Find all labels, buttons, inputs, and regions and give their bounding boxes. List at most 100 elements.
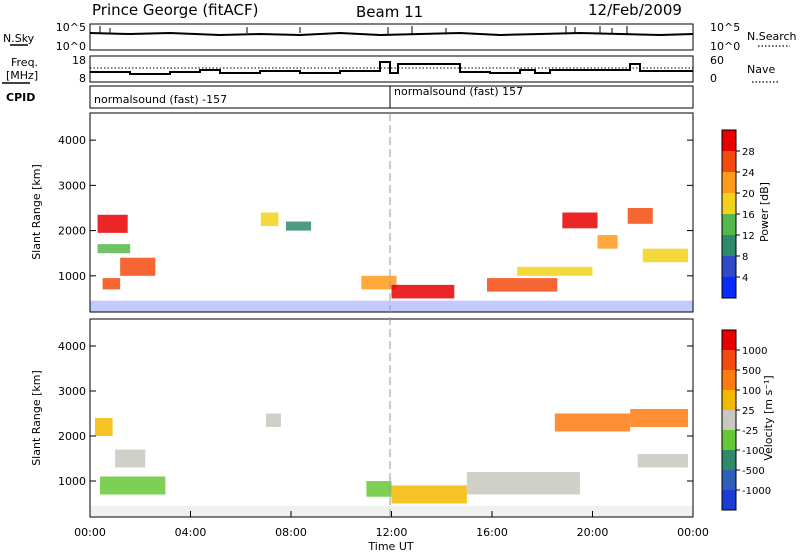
x-tick-label: 12:00 — [376, 526, 408, 539]
colorbar-tick-label: 4 — [742, 273, 748, 284]
near-range-band — [90, 300, 693, 312]
echo-region — [361, 275, 397, 290]
noise-left-tick-top: 10^5 — [56, 21, 86, 34]
time-axis: 00:00 04:00 08:00 12:00 16:00 20:00 00:00 — [74, 511, 709, 539]
y-tick-label: 1000 — [58, 270, 86, 283]
echo-region — [597, 235, 618, 249]
noise-panel-frame — [89, 23, 694, 51]
velocity-colorbar: 1000 500 100 25 -25 -100 -500 -1000 — [721, 329, 771, 511]
freq-left-tick-top: 18 — [72, 54, 86, 67]
colorbar-segment — [722, 151, 736, 172]
station-title: Prince George (fitACF) — [92, 1, 258, 19]
power-colorbar-label: Power [dB] — [758, 182, 771, 242]
echo-region — [366, 481, 392, 497]
echo-region — [115, 449, 146, 468]
colorbar-tick-label: 8 — [742, 252, 748, 263]
x-tick-label: 04:00 — [175, 526, 207, 539]
colorbar-tick-label: -100 — [742, 446, 765, 457]
power-panel-frame — [89, 112, 694, 313]
echo-region — [285, 221, 312, 231]
beam-title: Beam 11 — [356, 3, 423, 21]
echo-region — [627, 207, 653, 224]
echo-region — [120, 257, 156, 276]
noise-sky-trace — [89, 31, 694, 37]
velocity-echo-layer — [90, 409, 693, 517]
nave-right-label: Nave — [747, 63, 775, 76]
colorbar-segment — [722, 410, 736, 430]
colorbar-frame — [721, 329, 737, 511]
colorbar-segment — [722, 235, 736, 256]
colorbar-segment — [722, 330, 736, 350]
y-tick-label: 3000 — [58, 385, 86, 398]
colorbar-tick-label: 500 — [742, 366, 761, 377]
x-axis-label: Time UT — [367, 540, 413, 553]
colorbar-tick-label: 16 — [742, 210, 755, 221]
x-tick-label: 08:00 — [275, 526, 307, 539]
power-echo-layer — [90, 207, 693, 312]
freq-left-tick-bottom: 8 — [79, 72, 86, 85]
colorbar-segment — [722, 214, 736, 235]
nave-step-trace — [90, 61, 693, 75]
echo-region — [637, 454, 688, 468]
colorbar-segment — [722, 390, 736, 410]
noise-left-label: N.Sky — [3, 32, 35, 45]
noise-panel: N.Sky 10^5 10^0 10^5 10^0 N.Search — [3, 21, 797, 53]
colorbar-tick-label: 20 — [742, 189, 755, 200]
colorbar-segment — [722, 450, 736, 470]
colorbar-segment — [722, 130, 736, 151]
echo-region — [102, 278, 121, 290]
date-title: 12/Feb/2009 — [588, 1, 682, 19]
colorbar-segment — [722, 193, 736, 214]
colorbar-tick-label: 28 — [742, 147, 755, 158]
x-tick-label: 16:00 — [476, 526, 508, 539]
colorbar-segment — [722, 172, 736, 193]
echo-region — [265, 413, 281, 427]
noise-right-tick-top: 10^5 — [710, 21, 740, 34]
colorbar-segment — [722, 350, 736, 370]
colorbar-tick-label: 100 — [742, 386, 761, 397]
power-ylabel: Slant Range [km] — [30, 164, 43, 260]
echo-region — [391, 284, 455, 299]
echo-region — [642, 248, 688, 263]
echo-region — [97, 214, 128, 233]
echo-region — [466, 472, 580, 495]
echo-region — [554, 413, 631, 432]
power-y-ticks: 1000 2000 3000 4000 — [58, 134, 693, 283]
noise-right-tick-bottom: 10^0 — [710, 40, 740, 53]
echo-region — [391, 485, 467, 504]
cpid-strip: CPID normalsound (fast) -157 normalsound… — [6, 85, 694, 109]
velocity-panel: 1000 2000 3000 4000 Slant Range [km] 1000 50… — [30, 318, 775, 518]
echo-region — [517, 266, 593, 276]
colorbar-segment — [722, 256, 736, 277]
velocity-ylabel: Slant Range [km] — [30, 370, 43, 466]
y-tick-label: 1000 — [58, 475, 86, 488]
y-tick-label: 3000 — [58, 179, 86, 192]
frequency-panel-frame — [89, 55, 694, 83]
velocity-y-ticks: 1000 2000 3000 4000 — [58, 340, 693, 488]
cpid-label: CPID — [6, 91, 35, 104]
colorbar-segment — [722, 370, 736, 390]
echo-region — [100, 476, 166, 495]
y-tick-label: 2000 — [58, 225, 86, 238]
x-tick-label: 00:00 — [677, 526, 709, 539]
noise-search-spikes — [99, 26, 628, 34]
echo-region — [562, 212, 598, 229]
colorbar-tick-label: -25 — [742, 426, 758, 437]
x-tick-label: 00:00 — [74, 526, 106, 539]
noise-right-label: N.Search — [747, 30, 797, 43]
colorbar-segment — [722, 470, 736, 490]
colorbar-tick-label: 1000 — [742, 346, 767, 357]
freq-left-label-2: [MHz] — [6, 69, 38, 82]
colorbar-tick-label: -500 — [742, 466, 765, 477]
noise-left-tick-bottom: 10^0 — [56, 40, 86, 53]
colorbar-segment — [722, 430, 736, 450]
x-tick-label: 20:00 — [577, 526, 609, 539]
echo-region — [97, 244, 131, 254]
colorbar-segment — [722, 490, 736, 510]
velocity-colorbar-label: Velocity [m s⁻¹] — [762, 375, 775, 460]
colorbar-segment — [722, 277, 736, 298]
echo-region — [486, 278, 558, 292]
y-tick-label: 2000 — [58, 430, 86, 443]
echo-region — [95, 418, 113, 436]
